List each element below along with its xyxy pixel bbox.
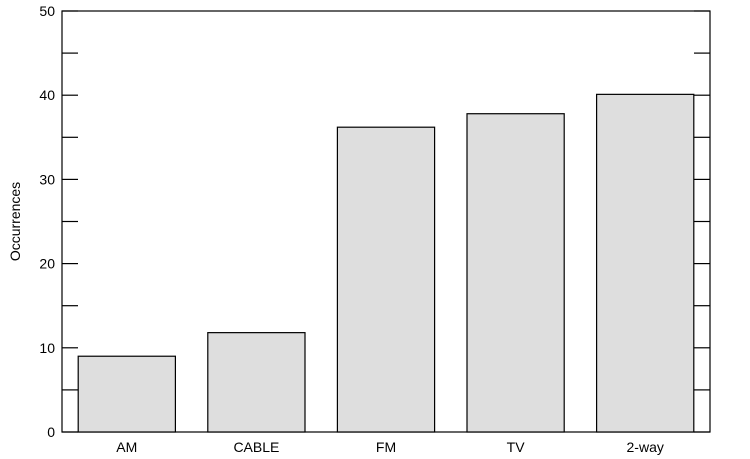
y-tick-label: 40	[39, 87, 55, 103]
y-tick-label: 30	[39, 171, 55, 187]
x-tick-label: AM	[116, 439, 137, 455]
bar-tv	[466, 113, 565, 433]
y-tick-label: 20	[39, 256, 55, 272]
x-tick-label: TV	[507, 439, 526, 455]
bars	[77, 93, 695, 433]
y-axis-tick-labels: 0 10 20 30 40 50	[39, 3, 55, 440]
x-tick-label: FM	[376, 439, 396, 455]
bar-2-way	[595, 93, 695, 433]
x-axis-tick-labels: AM CABLE FM TV 2-way	[116, 439, 664, 455]
bar-am	[77, 355, 176, 433]
y-tick-label: 50	[39, 3, 55, 19]
x-tick-label: 2-way	[627, 439, 664, 455]
y-tick-label: 10	[39, 340, 55, 356]
y-axis-title: Occurrences	[7, 182, 23, 261]
y-axis-ticks	[62, 10, 710, 433]
x-tick-label: CABLE	[233, 439, 279, 455]
bar-cable	[207, 332, 306, 433]
bar-fm	[336, 126, 436, 433]
y-tick-label: 0	[47, 424, 55, 440]
